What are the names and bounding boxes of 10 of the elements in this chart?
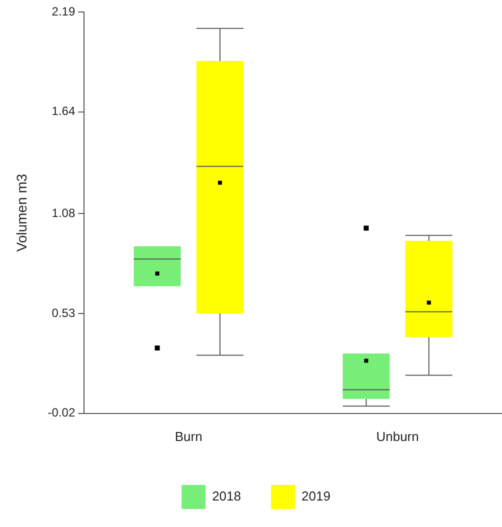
x-tick-label: Unburn	[376, 428, 419, 444]
y-tick-label: 2.19	[52, 4, 76, 18]
legend-label: 2019	[302, 488, 330, 504]
x-tick-label: Burn	[174, 428, 202, 444]
y-tick-label: -0.02	[48, 406, 76, 420]
y-tick-label: 1.64	[52, 104, 76, 118]
y-axis-title: Volumen m3	[13, 174, 30, 252]
y-tick-label: 1.08	[52, 206, 76, 220]
legend-label: 2018	[212, 488, 241, 504]
y-tick-label: 0.53	[52, 306, 76, 320]
